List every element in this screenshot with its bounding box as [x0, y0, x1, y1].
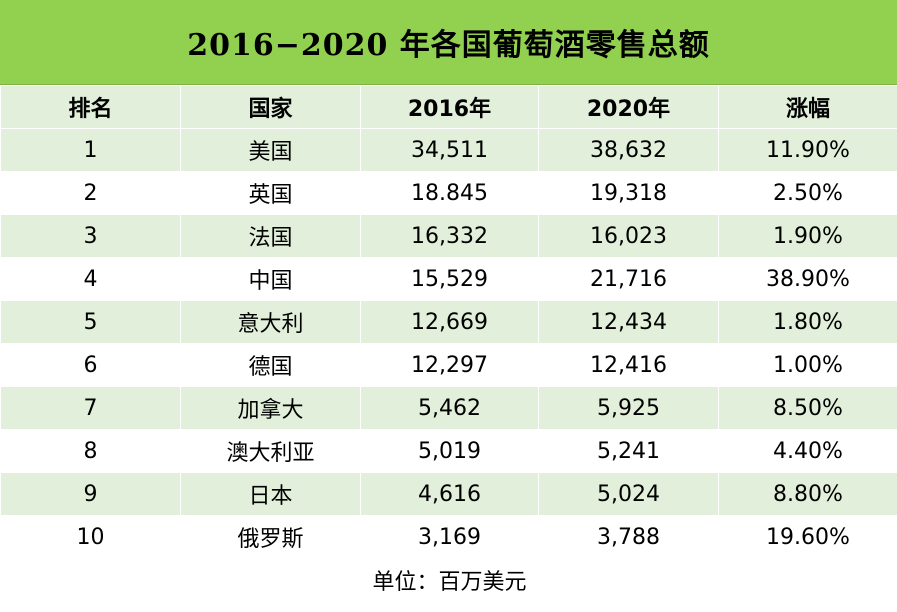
- value-2016-cell: 5,462: [360, 386, 539, 430]
- value-2020-cell: 5,925: [538, 386, 719, 430]
- table-row: 2 英国 18.845 19,318 2.50%: [0, 171, 897, 215]
- header-country: 国家: [180, 85, 361, 129]
- header-2016: 2016年: [360, 85, 539, 129]
- country-cell: 意大利: [180, 300, 361, 344]
- value-2020-cell: 21,716: [538, 257, 719, 301]
- country-cell: 日本: [180, 472, 361, 516]
- rank-cell: 9: [0, 472, 181, 516]
- rank-cell: 6: [0, 343, 181, 387]
- growth-cell: 8.50%: [718, 386, 897, 430]
- rank-cell: 3: [0, 214, 181, 258]
- value-2016-cell: 4,616: [360, 472, 539, 516]
- table-row: 4 中国 15,529 21,716 38.90%: [0, 257, 897, 301]
- footer-empty-cell: [0, 558, 181, 602]
- value-2020-cell: 5,024: [538, 472, 719, 516]
- country-cell: 中国: [180, 257, 361, 301]
- data-table: 排名 国家 2016年 2020年 涨幅 1 美国 34,511 38,632 11.9…: [0, 85, 897, 602]
- growth-cell: 11.90%: [718, 128, 897, 172]
- value-2020-cell: 12,434: [538, 300, 719, 344]
- growth-cell: 4.40%: [718, 429, 897, 473]
- rank-cell: 5: [0, 300, 181, 344]
- rank-cell: 7: [0, 386, 181, 430]
- country-cell: 德国: [180, 343, 361, 387]
- header-2020: 2020年: [538, 85, 719, 129]
- table-row: 9 日本 4,616 5,024 8.80%: [0, 472, 897, 516]
- value-2016-cell: 15,529: [360, 257, 539, 301]
- growth-cell: 1.90%: [718, 214, 897, 258]
- value-2016-cell: 18.845: [360, 171, 539, 215]
- country-cell: 美国: [180, 128, 361, 172]
- rank-cell: 2: [0, 171, 181, 215]
- table-row: 5 意大利 12,669 12,434 1.80%: [0, 300, 897, 344]
- country-cell: 英国: [180, 171, 361, 215]
- growth-cell: 2.50%: [718, 171, 897, 215]
- value-2016-cell: 12,297: [360, 343, 539, 387]
- table-title: 2016−2020 年各国葡萄酒零售总额: [0, 0, 897, 85]
- header-growth: 涨幅: [718, 85, 897, 129]
- table-row: 1 美国 34,511 38,632 11.90%: [0, 128, 897, 172]
- growth-cell: 19.60%: [718, 515, 897, 559]
- value-2020-cell: 3,788: [538, 515, 719, 559]
- growth-cell: 8.80%: [718, 472, 897, 516]
- value-2016-cell: 5,019: [360, 429, 539, 473]
- value-2016-cell: 34,511: [360, 128, 539, 172]
- country-cell: 澳大利亚: [180, 429, 361, 473]
- rank-cell: 4: [0, 257, 181, 301]
- growth-cell: 1.00%: [718, 343, 897, 387]
- table-row: 10 俄罗斯 3,169 3,788 19.60%: [0, 515, 897, 559]
- table-body: 1 美国 34,511 38,632 11.90% 2 英国 18.845 19,318 2.50…: [0, 128, 897, 559]
- value-2016-cell: 3,169: [360, 515, 539, 559]
- table-row: 6 德国 12,297 12,416 1.00%: [0, 343, 897, 387]
- growth-cell: 38.90%: [718, 257, 897, 301]
- table-row: 7 加拿大 5,462 5,925 8.50%: [0, 386, 897, 430]
- unit-note: 单位：百万美元: [180, 558, 719, 602]
- country-cell: 加拿大: [180, 386, 361, 430]
- value-2016-cell: 12,669: [360, 300, 539, 344]
- rank-cell: 1: [0, 128, 181, 172]
- growth-cell: 1.80%: [718, 300, 897, 344]
- rank-cell: 10: [0, 515, 181, 559]
- table-row: 8 澳大利亚 5,019 5,241 4.40%: [0, 429, 897, 473]
- country-cell: 法国: [180, 214, 361, 258]
- footer-row: 单位：百万美元: [0, 558, 897, 602]
- footer-empty-cell: [718, 558, 897, 602]
- country-cell: 俄罗斯: [180, 515, 361, 559]
- header-row: 排名 国家 2016年 2020年 涨幅: [0, 85, 897, 129]
- rank-cell: 8: [0, 429, 181, 473]
- table-row: 3 法国 16,332 16,023 1.90%: [0, 214, 897, 258]
- value-2020-cell: 16,023: [538, 214, 719, 258]
- value-2016-cell: 16,332: [360, 214, 539, 258]
- value-2020-cell: 19,318: [538, 171, 719, 215]
- header-rank: 排名: [0, 85, 181, 129]
- value-2020-cell: 5,241: [538, 429, 719, 473]
- value-2020-cell: 12,416: [538, 343, 719, 387]
- value-2020-cell: 38,632: [538, 128, 719, 172]
